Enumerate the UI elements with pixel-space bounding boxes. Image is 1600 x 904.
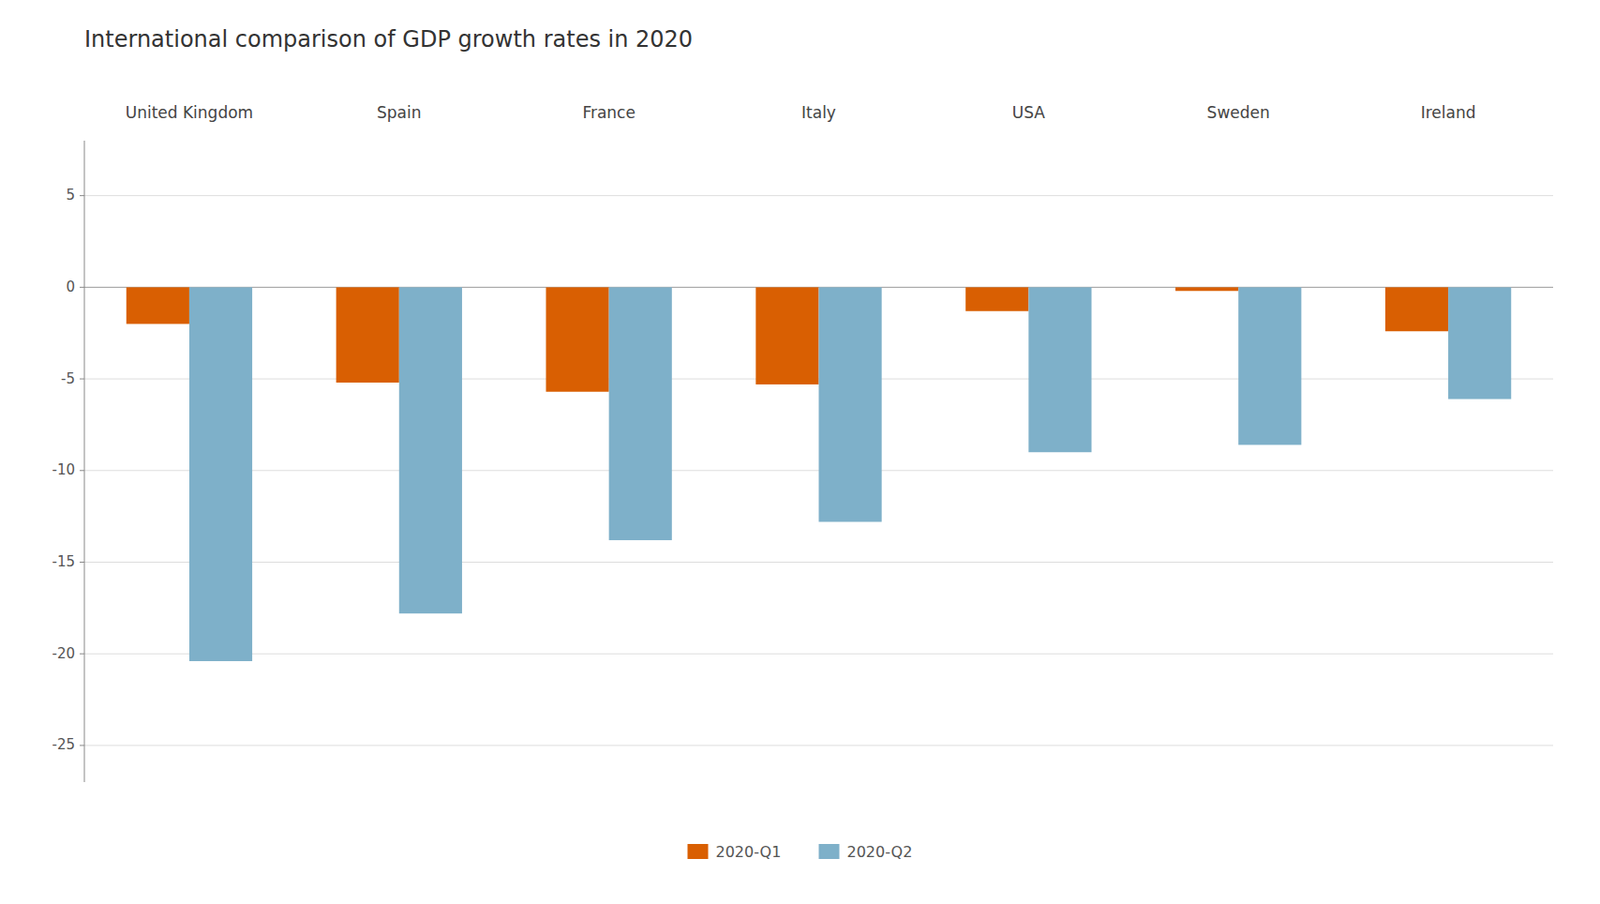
bar <box>126 286 190 324</box>
bar <box>336 286 400 383</box>
tick-mark <box>79 194 85 196</box>
tick-mark <box>79 469 85 471</box>
category-label: Sweden <box>1207 103 1271 122</box>
tick-label: -25 <box>52 735 76 753</box>
tick-mark <box>79 744 85 746</box>
bar <box>609 286 673 540</box>
tick-mark <box>79 286 85 288</box>
bar <box>1028 286 1092 452</box>
bar <box>189 286 253 661</box>
tick-mark <box>79 561 85 563</box>
category-label: United Kingdom <box>125 103 254 122</box>
grid-line <box>84 561 1554 563</box>
y-axis-line <box>84 140 86 782</box>
bar <box>1385 286 1449 331</box>
bar <box>965 286 1029 311</box>
tick-label: -5 <box>60 370 75 388</box>
category-label: Italy <box>801 103 837 122</box>
category-label: France <box>582 103 636 122</box>
grid-line <box>84 194 1554 196</box>
chart: International comparison of GDP growth r… <box>0 0 1600 904</box>
tick-mark <box>79 653 85 655</box>
tick-mark <box>79 378 85 380</box>
tick-label: -10 <box>52 461 76 479</box>
tick-label: -15 <box>52 553 76 570</box>
grid-line <box>84 653 1554 655</box>
grid-line <box>84 744 1554 746</box>
legend: 2020-Q1 2020-Q2 <box>687 842 913 861</box>
title: International comparison of GDP growth r… <box>84 26 693 53</box>
category-label: Spain <box>376 103 422 122</box>
bar <box>545 286 609 391</box>
tick-label: 5 <box>65 186 75 204</box>
bar <box>1238 286 1301 445</box>
legend-label: 2020-Q2 <box>847 842 913 861</box>
bars <box>126 286 1511 661</box>
bar <box>399 286 463 614</box>
chart-container: International comparison of GDP growth r… <box>0 0 1600 904</box>
tick-label: -20 <box>52 644 76 662</box>
bar <box>1448 286 1511 399</box>
category-label: Ireland <box>1420 103 1477 122</box>
tick-label: 0 <box>65 278 75 296</box>
legend-label: 2020-Q1 <box>716 842 782 861</box>
bar <box>819 286 883 522</box>
category-label: USA <box>1012 103 1047 122</box>
legend-swatch <box>687 843 709 859</box>
bar <box>1175 286 1239 291</box>
grid <box>84 195 1554 746</box>
legend-swatch <box>819 843 840 859</box>
bar <box>755 286 819 385</box>
